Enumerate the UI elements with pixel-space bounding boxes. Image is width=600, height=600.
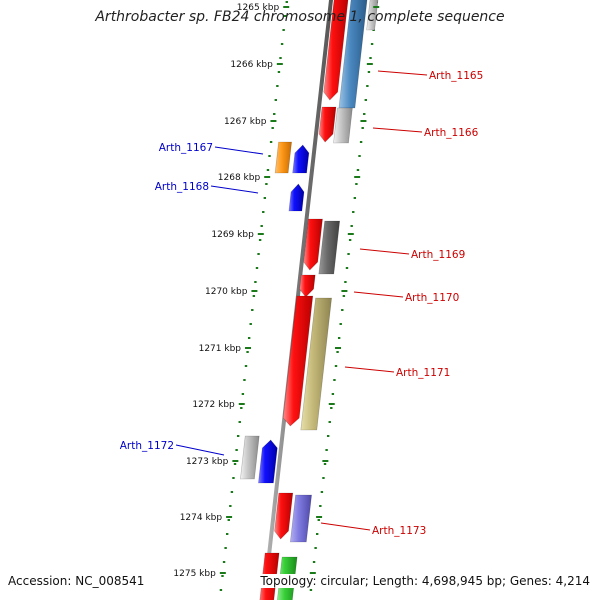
leader-line	[359, 248, 410, 255]
gene-label-arth-1167[interactable]: Arth_1167	[159, 142, 213, 154]
leader-line	[372, 127, 423, 133]
kbp-label: 1265 kbp	[237, 3, 280, 13]
leader-line	[175, 444, 225, 456]
leader-line	[210, 185, 259, 194]
kbp-label: 1269 kbp	[211, 230, 254, 240]
kbp-axis-labels: 1265 kbp 1266 kbp 1267 kbp 1268 kbp 1269 kbp…	[173, 3, 380, 579]
kbp-label: 1270 kbp	[205, 287, 248, 297]
kbp-label: 1274 kbp	[180, 513, 223, 523]
genome-stats-text: Topology: circular; Length: 4,698,945 bp…	[258, 574, 592, 588]
gene-label-arth-1166[interactable]: Arth_1166	[424, 127, 479, 139]
gene-arth-1170	[299, 274, 316, 298]
gene-label-arth-1168[interactable]: Arth_1168	[155, 181, 209, 193]
kbp-label: 1266 kbp	[230, 60, 273, 70]
gene-arth-1172	[258, 439, 278, 484]
gene-block-olive	[300, 297, 332, 431]
map-title: Arthrobacter sp. FB24 chromosome 1, comp…	[95, 9, 505, 25]
gene-block-grey-left	[240, 435, 260, 480]
gene-arth-1173	[274, 492, 294, 540]
gene-block-orange	[274, 141, 292, 174]
kbp-label: 1267 kbp	[224, 117, 267, 127]
accession-text: Accession: NC_008541	[6, 574, 147, 588]
gene-arth-1166	[318, 106, 337, 143]
gene-arth-1169	[303, 218, 323, 271]
kbp-label: 1272 kbp	[192, 400, 235, 410]
gene-label-arth-1172[interactable]: Arth_1172	[120, 440, 174, 452]
gene-block-purple	[289, 494, 312, 543]
kbp-label: 1268 kbp	[218, 173, 261, 183]
kbp-label: 1275 kbp	[173, 569, 216, 579]
leader-line	[344, 366, 395, 373]
gene-arth-1168	[288, 183, 305, 212]
gene-label-arth-1170[interactable]: Arth_1170	[405, 292, 459, 304]
gene-label-arth-1173[interactable]: Arth_1173	[372, 525, 426, 537]
gene-label-arth-1169[interactable]: Arth_1169	[411, 249, 465, 261]
leader-line	[320, 522, 371, 531]
gene-block-darkgrey	[318, 220, 341, 275]
gene-block-grey	[333, 107, 353, 144]
leader-line	[214, 146, 264, 155]
gene-block-steel	[338, 0, 368, 109]
gene-arth-1171	[282, 295, 314, 427]
gene-features	[240, 0, 379, 600]
kbp-label: 1271 kbp	[199, 344, 242, 354]
gene-label-arth-1171[interactable]: Arth_1171	[396, 367, 450, 379]
gene-arth-1167	[292, 144, 310, 174]
left-tick-ruler	[219, 1, 288, 591]
leader-line	[353, 291, 404, 298]
gene-arth-1165	[323, 0, 349, 101]
gene-label-arth-1165[interactable]: Arth_1165	[429, 70, 483, 82]
tick-rulers	[219, 1, 378, 591]
gene-labels: Arth_1167 Arth_1168 Arth_1172 Arth_1165 Arth…	[120, 70, 484, 537]
label-leader-lines	[175, 70, 428, 531]
kbp-label: 1273 kbp	[186, 457, 229, 467]
leader-line	[377, 70, 428, 76]
